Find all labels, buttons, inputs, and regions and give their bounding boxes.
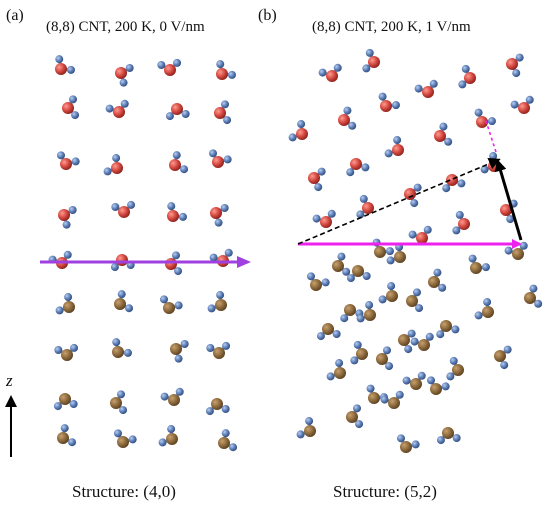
water-molecule-icon	[209, 149, 232, 168]
water-molecule-icon	[442, 174, 466, 193]
panel-b-molecules	[288, 48, 543, 453]
water-molecule-icon	[114, 290, 134, 313]
water-molecule-icon	[216, 60, 236, 80]
water-molecule-icon	[207, 291, 227, 313]
water-molecule-icon	[356, 194, 374, 219]
water-molecule-icon	[55, 55, 75, 75]
water-molecule-icon	[384, 136, 404, 158]
water-molecule-icon	[506, 53, 524, 78]
water-molecule-icon	[312, 209, 336, 228]
water-molecule-icon	[318, 63, 342, 82]
water-molecule-icon	[316, 323, 341, 341]
water-molecule-icon	[332, 252, 351, 276]
water-molecule-icon	[446, 356, 464, 381]
water-molecule-icon	[468, 254, 490, 274]
water-molecule-icon	[55, 293, 75, 315]
water-molecule-icon	[410, 332, 434, 351]
panel-b-label: (b)	[258, 7, 277, 24]
water-molecule-icon	[414, 79, 438, 98]
water-molecule-icon	[218, 429, 238, 452]
water-molecule-icon	[58, 206, 77, 229]
water-molecule-icon	[406, 288, 424, 313]
water-molecule-icon	[397, 434, 420, 453]
water-molecule-icon	[57, 151, 80, 170]
water-molecule-icon	[408, 225, 432, 244]
water-molecule-icon	[288, 120, 308, 142]
water-molecule-icon	[165, 103, 190, 121]
water-molecule-icon	[356, 301, 376, 323]
water-molecule-icon	[53, 393, 78, 411]
water-molecule-icon	[210, 204, 229, 227]
panel-b-caption: Structure: (5,2)	[333, 482, 437, 501]
water-molecule-icon	[169, 151, 189, 174]
panel-a-title: (8,8) CNT, 200 K, 0 V/nm	[46, 19, 205, 35]
water-molecule-icon	[404, 183, 422, 208]
water-molecule-icon	[110, 390, 128, 415]
water-molecule-icon	[48, 250, 72, 269]
panel-a-label: (a)	[6, 7, 24, 24]
black-arrow-icon	[494, 159, 523, 241]
water-molecule-icon	[115, 64, 134, 87]
z-axis-label: z	[5, 371, 13, 390]
water-molecule-icon	[103, 154, 123, 176]
water-molecule-icon	[160, 295, 183, 314]
water-molecule-icon	[54, 343, 79, 361]
water-molecule-icon	[158, 425, 178, 447]
water-molecule-icon	[380, 390, 404, 409]
water-molecule-icon	[458, 64, 476, 89]
water-molecule-icon	[436, 320, 460, 339]
water-molecule-icon	[209, 248, 233, 267]
water-molecule-icon	[346, 404, 364, 429]
water-molecule-icon	[434, 122, 453, 146]
water-molecule-icon	[427, 376, 450, 395]
water-molecule-icon	[57, 424, 77, 447]
water-molecule-icon	[111, 200, 136, 218]
water-molecule-icon	[214, 100, 232, 125]
water-molecule-icon	[452, 210, 470, 235]
water-molecule-icon	[378, 282, 398, 304]
water-molecule-icon	[510, 95, 534, 114]
water-molecule-icon	[362, 48, 380, 73]
water-molecule-icon	[346, 158, 370, 177]
water-molecule-icon	[308, 167, 326, 192]
panel-b-vectors	[297, 117, 523, 249]
water-molecule-icon	[494, 345, 512, 370]
water-molecule-icon	[105, 99, 129, 118]
water-molecule-icon	[167, 202, 187, 222]
water-molecule-icon	[524, 284, 543, 308]
water-molecule-icon	[112, 338, 132, 358]
water-molecule-icon	[386, 243, 406, 265]
water-molecule-icon	[346, 265, 371, 283]
water-molecule-icon	[205, 398, 230, 416]
water-molecule-icon	[402, 371, 426, 390]
water-molecule-icon	[326, 359, 346, 381]
water-molecule-icon	[436, 427, 461, 445]
water-molecule-icon	[428, 268, 447, 292]
water-molecule-icon	[160, 387, 184, 406]
water-molecule-icon	[307, 272, 330, 291]
z-axis: z	[4, 371, 17, 457]
water-molecule-icon	[170, 340, 189, 363]
panel-a-caption: Structure: (4,0)	[72, 482, 176, 501]
water-molecule-icon	[62, 95, 80, 120]
dashed-diagonal-arrow-icon	[297, 157, 501, 245]
water-molecule-icon	[372, 238, 394, 258]
water-molecule-icon	[206, 341, 231, 359]
water-molecule-icon	[398, 329, 416, 354]
panel-b-title: (8,8) CNT, 200 K, 1 V/nm	[312, 19, 471, 35]
water-molecule-icon	[376, 346, 394, 371]
water-molecule-icon	[338, 106, 357, 130]
water-molecule-icon	[114, 429, 137, 448]
water-molecule-icon	[157, 58, 182, 76]
water-molecule-icon	[350, 340, 368, 365]
water-molecule-icon	[378, 92, 400, 112]
panel-a-molecules	[48, 55, 238, 452]
water-molecule-icon	[296, 417, 316, 439]
water-molecule-icon	[340, 304, 364, 323]
water-molecule-icon	[474, 298, 494, 320]
water-molecule-icon	[474, 108, 496, 128]
